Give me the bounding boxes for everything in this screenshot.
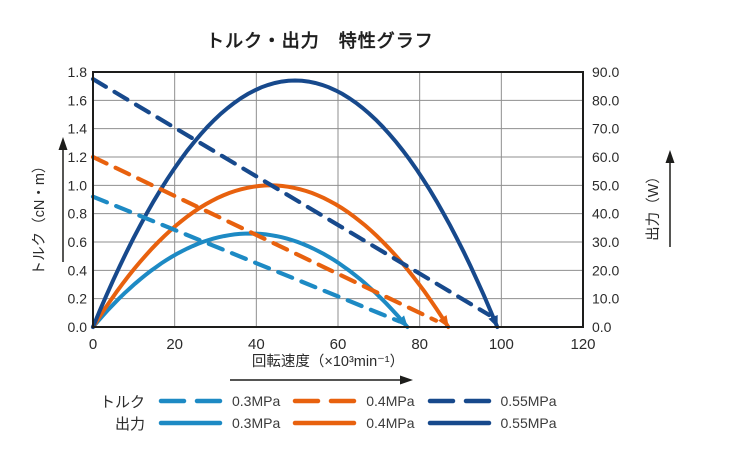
y-left-tick-label: 1.0 xyxy=(68,177,88,193)
series-torque-0.55MPa xyxy=(90,76,492,318)
y-right-tick-label: 30.0 xyxy=(592,234,619,250)
legend-row-torque: トルク 0.3MPa 0.4MPa 0.55MPa xyxy=(95,390,569,412)
y-right-tick-label: 10.0 xyxy=(592,291,619,307)
legend-swatch-dashed xyxy=(427,398,491,404)
x-axis-label: 回転速度（×10³min⁻¹） xyxy=(251,354,405,370)
legend-row-label: トルク xyxy=(99,393,145,411)
y-left-axis-label: トルク（cN・m） xyxy=(32,158,48,276)
grid-lines xyxy=(93,72,583,327)
y-right-tick-label: 0.0 xyxy=(592,319,612,335)
series-output-0.4MPa xyxy=(91,183,451,329)
series-torque-0.4MPa xyxy=(90,154,439,323)
legend-swatch-dashed xyxy=(158,398,223,404)
y-left-tick-label: 0.4 xyxy=(68,262,88,278)
legend-entry-0.55MPa: 0.55MPa xyxy=(427,415,557,431)
y-left-tick-label: 0.0 xyxy=(68,319,88,335)
series-output-0.55MPa xyxy=(91,78,500,329)
y-right-tick-label: 70.0 xyxy=(592,121,619,137)
y-right-tick-label: 80.0 xyxy=(592,92,619,108)
y-left-tick-label: 0.8 xyxy=(68,206,88,222)
legend-swatch-solid xyxy=(293,420,357,426)
chart-legend: トルク 0.3MPa 0.4MPa 0.55MPa 出力 0.3MPa 0.4MPa 0.55… xyxy=(95,390,569,434)
x-tick-label: 20 xyxy=(166,336,183,353)
series-output-0.3MPa xyxy=(91,231,410,329)
legend-swatch-dashed xyxy=(293,398,357,404)
y-right-tick-label: 40.0 xyxy=(592,206,619,222)
x-tick-label: 0 xyxy=(89,336,97,353)
x-axis-arrowhead xyxy=(400,375,413,385)
y-left-axis-arrowhead xyxy=(58,137,68,150)
legend-entry-0.55MPa: 0.55MPa xyxy=(427,393,557,409)
legend-entry-0.4MPa: 0.4MPa xyxy=(292,415,415,431)
legend-row-output: 出力 0.3MPa 0.4MPa 0.55MPa xyxy=(95,412,569,434)
y-right-tick-label: 90.0 xyxy=(592,64,619,80)
x-tick-label: 120 xyxy=(570,336,595,353)
legend-entry-label: 0.3MPa xyxy=(232,393,281,409)
legend-entry-label: 0.4MPa xyxy=(366,415,415,431)
y-left-tick-label: 1.6 xyxy=(68,92,88,108)
legend-entry-0.3MPa: 0.3MPa xyxy=(158,393,280,409)
y-left-tick-label: 0.6 xyxy=(68,234,88,250)
y-right-tick-label: 60.0 xyxy=(592,149,619,165)
y-right-axis-label: 出力（W） xyxy=(646,169,662,241)
legend-entry-label: 0.55MPa xyxy=(500,415,557,431)
legend-swatch-solid xyxy=(427,420,491,426)
y-right-axis-arrowhead xyxy=(665,150,675,163)
y-left-tick-label: 1.4 xyxy=(68,121,88,137)
legend-swatch-solid xyxy=(158,420,223,426)
x-tick-label: 60 xyxy=(330,336,347,353)
legend-entry-0.3MPa: 0.3MPa xyxy=(158,415,280,431)
series-group xyxy=(90,76,500,329)
y-right-tick-label: 50.0 xyxy=(592,177,619,193)
y-left-tick-label: 1.2 xyxy=(68,149,88,165)
axis-arrows xyxy=(58,137,675,385)
tick-labels: 0.0 0.2 0.4 0.6 0.8 1.0 1.2 1.4 1.6 1.8 0.0 10.0 20.… xyxy=(68,64,620,353)
legend-entry-label: 0.55MPa xyxy=(500,393,557,409)
y-left-tick-label: 0.2 xyxy=(68,291,88,307)
legend-entry-label: 0.4MPa xyxy=(366,393,415,409)
series-torque-0.3MPa xyxy=(90,194,402,324)
y-right-tick-label: 20.0 xyxy=(592,262,619,278)
legend-row-label: 出力 xyxy=(114,415,145,433)
x-tick-label: 40 xyxy=(248,336,265,353)
y-left-tick-label: 1.8 xyxy=(68,64,88,80)
legend-entry-label: 0.3MPa xyxy=(232,415,281,431)
x-tick-label: 100 xyxy=(489,336,514,353)
plot-frame xyxy=(92,71,584,328)
x-tick-label: 80 xyxy=(411,336,428,353)
chart-title: トルク・出力 特性グラフ xyxy=(206,31,434,51)
legend-entry-0.4MPa: 0.4MPa xyxy=(292,393,415,409)
